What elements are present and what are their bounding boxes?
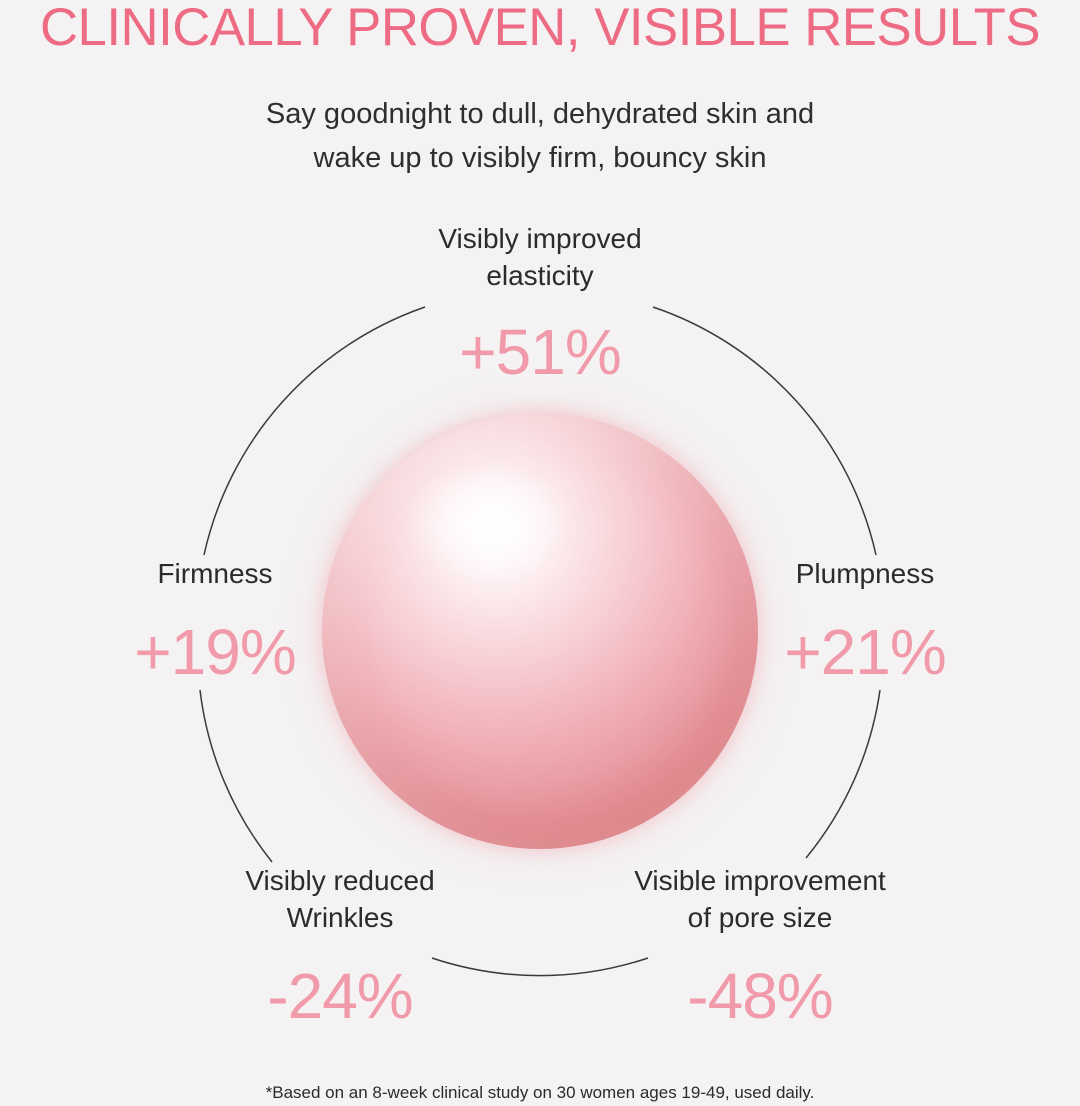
stat-wrinkles-value: -24%	[267, 960, 413, 1032]
stat-plumpness-label: Plumpness	[795, 558, 935, 589]
stat-elasticity-label-line-2: elasticity	[486, 260, 594, 291]
stat-pores-label-line-2: of pore size	[687, 902, 833, 933]
footnote: *Based on an 8-week clinical study on 30…	[265, 1083, 815, 1102]
pearl-sphere	[322, 413, 758, 849]
stat-wrinkles-label-line-1: Visibly reduced	[245, 865, 435, 896]
stat-pores-label: Visible improvement of pore size	[590, 862, 930, 936]
subtitle-line-1: Say goodnight to dull, dehydrated skin a…	[265, 98, 815, 130]
ring-arc-left	[199, 689, 273, 863]
stat-plumpness: Plumpness +21%	[760, 555, 970, 692]
stat-wrinkles: Visibly reduced Wrinkles -24%	[170, 862, 510, 1036]
stat-pores: Visible improvement of pore size -48%	[590, 862, 930, 1036]
stat-wrinkles-label-line-2: Wrinkles	[286, 902, 394, 933]
ring-arc-right	[805, 689, 881, 859]
subtitle: Say goodnight to dull, dehydrated skin a…	[0, 92, 1080, 180]
stat-firmness: Firmness +19%	[110, 555, 320, 692]
stat-plumpness-value: +21%	[784, 616, 946, 688]
stat-elasticity-label-line-1: Visibly improved	[438, 223, 642, 254]
stat-firmness-label: Firmness	[157, 558, 273, 589]
stat-elasticity-label: Visibly improved elasticity	[340, 220, 740, 294]
stat-wrinkles-label: Visibly reduced Wrinkles	[170, 862, 510, 936]
stat-pores-value: -48%	[687, 960, 833, 1032]
stat-pores-label-line-1: Visible improvement	[634, 865, 886, 896]
stat-elasticity-value: +51%	[459, 316, 621, 388]
headline: CLINICALLY PROVEN, VISIBLE RESULTS	[39, 0, 1041, 57]
stat-firmness-value: +19%	[134, 616, 296, 688]
ring-arc-bottom	[431, 957, 649, 977]
stat-elasticity: Visibly improved elasticity +51%	[340, 220, 740, 392]
ring-arc-top-left	[203, 306, 426, 556]
ring-arc-top-right	[652, 306, 877, 556]
subtitle-line-2: wake up to visibly firm, bouncy skin	[313, 142, 767, 174]
